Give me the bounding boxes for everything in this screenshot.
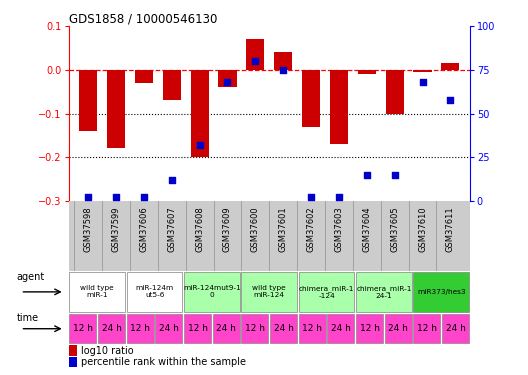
Point [195,142,204,148]
Bar [219,70,237,87]
Point [251,58,260,64]
Text: log10 ratio: log10 ratio [81,346,133,356]
Point [446,96,455,102]
Text: 12 h: 12 h [417,324,437,333]
Text: miR373/hes3: miR373/hes3 [417,289,466,295]
Text: GSM37603: GSM37603 [334,206,343,252]
Bar [413,70,431,72]
Text: GSM37601: GSM37601 [279,206,288,252]
Text: GSM37602: GSM37602 [307,206,316,252]
Text: 24 h: 24 h [102,324,121,333]
Text: wild type
miR-124: wild type miR-124 [252,285,286,298]
Bar [358,70,376,74]
Point [307,194,315,200]
Bar [184,315,211,343]
Text: GSM37605: GSM37605 [390,206,399,252]
Text: 24 h: 24 h [216,324,236,333]
Bar [246,39,265,70]
Text: GSM37607: GSM37607 [167,206,176,252]
Text: 24 h: 24 h [331,324,351,333]
Text: 12 h: 12 h [130,324,150,333]
Point [279,67,287,73]
Bar [70,315,97,343]
Bar [107,70,125,148]
Bar [327,315,354,343]
Bar [213,315,240,343]
Text: wild type
miR-1: wild type miR-1 [80,285,114,298]
Bar [69,345,78,356]
Point [363,172,371,178]
Text: GSM37598: GSM37598 [83,206,92,252]
Text: GSM37608: GSM37608 [195,206,204,252]
Text: percentile rank within the sample: percentile rank within the sample [81,357,246,368]
Bar [385,70,404,114]
Text: agent: agent [16,272,45,282]
Bar [127,315,154,343]
Text: GSM37599: GSM37599 [111,206,120,252]
Point [167,177,176,183]
Bar [330,70,348,144]
Text: 12 h: 12 h [360,324,380,333]
Bar [270,315,297,343]
Text: chimera_miR-1
24-1: chimera_miR-1 24-1 [356,285,412,299]
Text: 24 h: 24 h [446,324,466,333]
Bar [70,272,125,312]
Bar [127,272,183,312]
Bar [299,315,326,343]
Text: 12 h: 12 h [73,324,93,333]
Bar [98,315,125,343]
Bar [184,272,240,312]
Text: GSM37604: GSM37604 [362,206,371,252]
Bar [155,315,183,343]
Text: 24 h: 24 h [388,324,408,333]
Bar [241,272,297,312]
Bar [413,315,440,343]
Text: GSM37610: GSM37610 [418,206,427,252]
Bar [385,315,412,343]
Bar [163,70,181,100]
Bar [413,272,469,312]
Bar [441,63,459,70]
Bar [79,70,97,131]
Bar [241,315,268,343]
Text: 12 h: 12 h [245,324,265,333]
Text: miR-124mut9-1
0: miR-124mut9-1 0 [183,285,241,298]
Point [140,194,148,200]
Bar [69,357,78,368]
Text: GSM37609: GSM37609 [223,206,232,252]
Bar [442,315,469,343]
Text: GSM37600: GSM37600 [251,206,260,252]
Point [418,79,427,85]
Point [112,194,120,200]
Point [223,79,232,85]
Text: GSM37611: GSM37611 [446,206,455,252]
Text: miR-124m
ut5-6: miR-124m ut5-6 [136,285,174,298]
Text: 12 h: 12 h [302,324,322,333]
Text: chimera_miR-1
-124: chimera_miR-1 -124 [299,285,354,299]
Point [84,194,92,200]
Text: GDS1858 / 10000546130: GDS1858 / 10000546130 [69,12,217,25]
Bar [302,70,320,127]
Text: 24 h: 24 h [159,324,179,333]
Text: 24 h: 24 h [274,324,294,333]
Point [335,194,343,200]
Bar [356,272,412,312]
Bar [274,53,293,70]
Text: 12 h: 12 h [187,324,208,333]
Bar [135,70,153,83]
Text: GSM37606: GSM37606 [139,206,148,252]
Bar [191,70,209,157]
Bar [299,272,354,312]
Point [391,172,399,178]
Text: time: time [16,313,39,323]
Bar [356,315,383,343]
